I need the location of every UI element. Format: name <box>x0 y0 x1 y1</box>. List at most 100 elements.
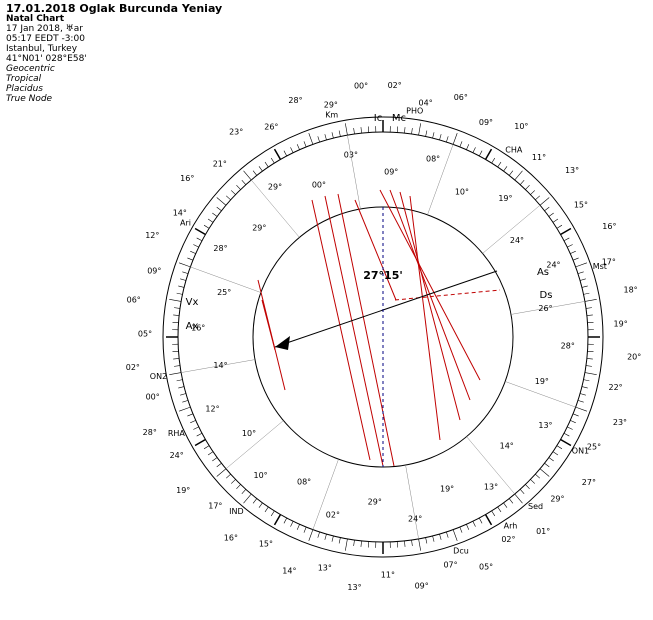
center-label: 27°15' <box>363 269 402 282</box>
zodiac-tick <box>180 393 187 396</box>
zodiac-tick <box>425 130 428 137</box>
zodiac-tick <box>548 212 554 217</box>
point-label: Ari <box>180 219 191 228</box>
zodiac-tick <box>484 514 493 526</box>
zodiac-tick <box>577 400 584 403</box>
point-label: Km <box>325 110 338 119</box>
degree-label: 14° <box>173 209 187 218</box>
zodiac-tick <box>231 190 236 195</box>
zodiac-tick <box>459 526 463 533</box>
aspect-lines <box>257 189 501 467</box>
degree-label: 18° <box>623 286 637 295</box>
zodiac-tick <box>173 358 180 360</box>
house-label: Ds <box>540 290 553 301</box>
zodiac-tick <box>556 224 563 229</box>
degree-label: 11° <box>532 153 546 162</box>
zodiac-tick <box>525 185 530 190</box>
zodiac-tick <box>178 406 191 412</box>
zodiac-tick <box>525 484 530 489</box>
zodiac-tick <box>178 285 185 288</box>
degree-label: 09° <box>415 582 429 591</box>
zodiac-tick <box>581 386 588 389</box>
zodiac-tick <box>432 132 435 139</box>
zodiac-tick <box>575 406 588 412</box>
zodiac-tick <box>212 457 218 462</box>
point-label: RHA <box>168 429 186 438</box>
zodiac-tick <box>303 526 307 533</box>
zodiac-tick <box>231 479 236 484</box>
zodiac-tick <box>187 413 194 417</box>
zodiac-tick <box>216 468 227 477</box>
zodiac-tick <box>514 170 523 181</box>
zodiac-tick <box>519 489 525 495</box>
house-cusp <box>405 464 419 539</box>
zodiac-tick <box>459 141 463 148</box>
title: 17.01.2018 Oglak Burcunda Yeniay <box>6 2 223 15</box>
cusp-degree: 29° <box>268 182 282 191</box>
info: 41°N01' 028°E58' <box>6 54 87 64</box>
zodiac-tick <box>560 438 572 447</box>
zodiac-tick <box>176 292 183 295</box>
degree-label: 17° <box>602 257 616 266</box>
degree-label: 29° <box>324 100 338 109</box>
degree-label: 24° <box>170 451 184 460</box>
zodiac-tick <box>243 493 252 504</box>
cusp-degree: 26° <box>538 304 552 313</box>
degree-label: 16° <box>180 174 194 183</box>
zodiac-tick <box>264 161 269 168</box>
zodiac-ring <box>177 131 589 543</box>
zodiac-tick <box>548 457 554 462</box>
zodiac-tick <box>472 521 476 527</box>
zodiac-tick <box>194 227 206 236</box>
zodiac-tick <box>579 278 586 281</box>
zodiac-tick <box>552 218 559 223</box>
house-label: As <box>537 267 549 278</box>
zodiac-tick <box>446 531 449 538</box>
degree-label: 00° <box>146 392 160 401</box>
zodiac-tick <box>296 144 300 150</box>
zodiac-tick <box>503 166 508 172</box>
zodiac-tick <box>544 462 550 468</box>
zodiac-tick <box>236 484 241 489</box>
info: 05:17 EEDT -3:00 <box>6 34 85 44</box>
zodiac-tick <box>241 489 247 495</box>
zodiac-tick <box>308 132 314 145</box>
cusp-degree: 02° <box>326 511 340 520</box>
degree-label: 04° <box>419 98 433 107</box>
zodiac-tick <box>411 539 413 546</box>
zodiac-tick <box>331 132 334 139</box>
zodiac-tick <box>190 250 196 254</box>
point-label: PHO <box>406 107 423 116</box>
cusp-degree: 19° <box>535 377 549 386</box>
zodiac-tick <box>207 451 214 456</box>
zodiac-tick <box>570 250 576 254</box>
zodiac-tick <box>353 128 355 135</box>
degree-label: 23° <box>229 128 243 137</box>
zodiac-tick <box>194 438 206 447</box>
zodiac-tick <box>452 529 458 542</box>
zodiac-tick <box>472 147 476 153</box>
degree-label: 27° <box>582 478 596 487</box>
zodiac-tick <box>258 166 263 172</box>
house-cusp <box>510 301 585 315</box>
degree-label: 28° <box>143 428 157 437</box>
house-cusp <box>190 266 261 293</box>
degree-label: 20° <box>627 353 641 362</box>
zodiac-tick <box>572 413 579 417</box>
zodiac-tick <box>563 432 570 437</box>
degree-label: 16° <box>224 533 238 542</box>
zodiac-tick <box>360 127 362 134</box>
info: Istanbul, Turkey <box>6 44 78 54</box>
zodiac-tick <box>497 161 502 168</box>
zodiac-tick <box>584 299 597 302</box>
zodiac-tick <box>216 197 227 206</box>
degree-label: 25° <box>587 443 601 452</box>
zodiac-tick <box>484 148 493 160</box>
zodiac-tick <box>283 150 288 157</box>
degree-label: 12° <box>145 231 159 240</box>
zodiac-tick <box>303 141 307 148</box>
zodiac-tick <box>572 257 579 261</box>
house-cusp <box>347 135 361 210</box>
zodiac-tick <box>535 195 541 201</box>
